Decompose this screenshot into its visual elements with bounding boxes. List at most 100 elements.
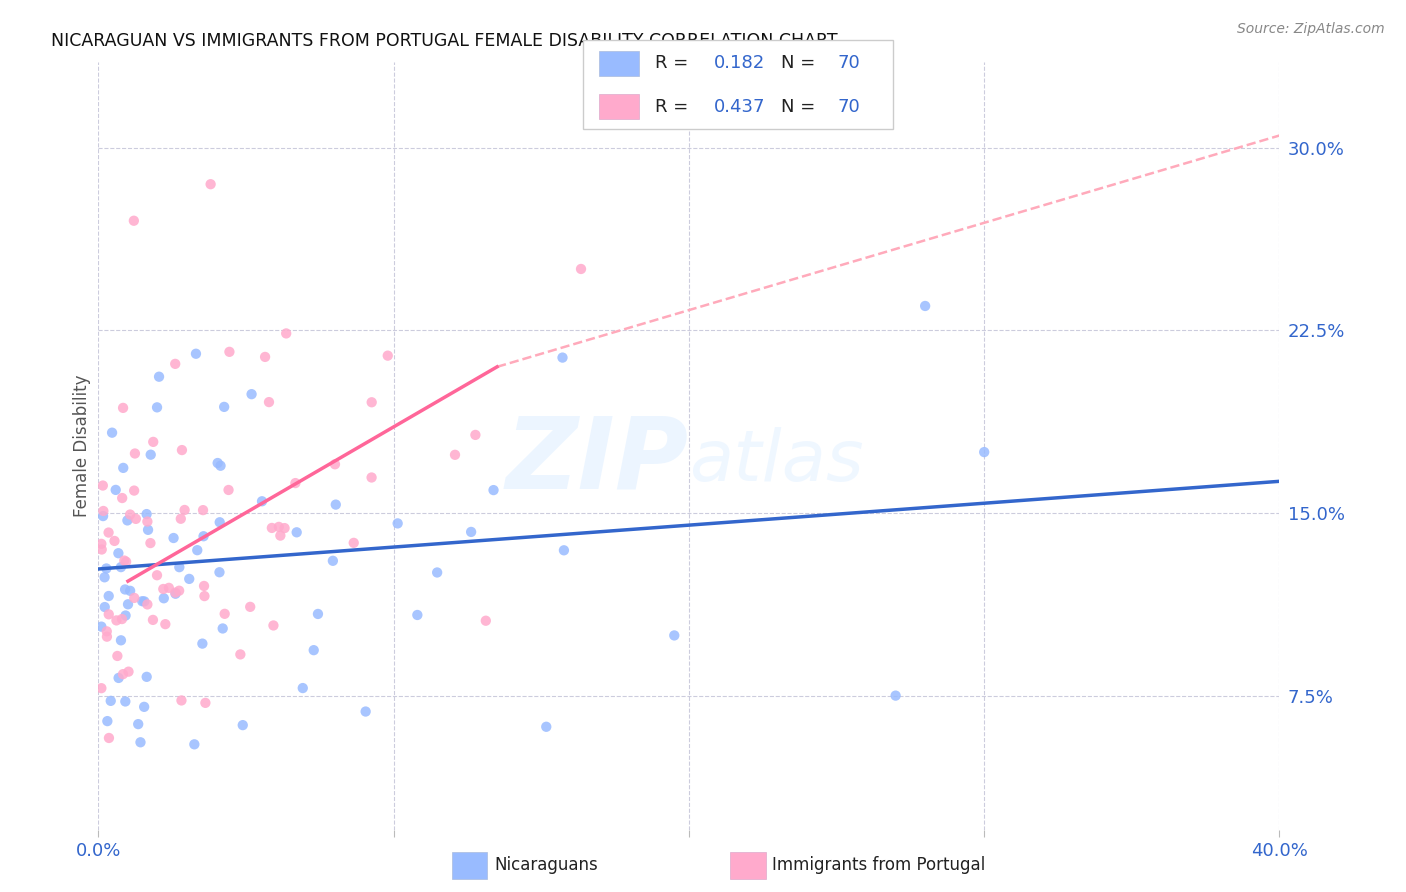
- Point: [107, 546, 129, 560]
- Point: [93, 570, 115, 584]
- Point: [214, 607, 236, 621]
- Point: [93, 600, 115, 615]
- Point: [325, 498, 347, 512]
- Point: [387, 516, 409, 531]
- Point: [973, 445, 995, 459]
- Point: [426, 566, 449, 580]
- Point: [194, 696, 217, 710]
- Point: [117, 513, 139, 527]
- Point: [536, 720, 558, 734]
- Text: Immigrants from Portugal: Immigrants from Portugal: [772, 856, 986, 874]
- Point: [170, 512, 193, 526]
- Point: [110, 633, 132, 648]
- Point: [101, 425, 124, 440]
- Point: [444, 448, 467, 462]
- Point: [153, 591, 176, 606]
- Point: [307, 607, 329, 621]
- Point: [460, 524, 482, 539]
- Point: [120, 583, 142, 598]
- Point: [135, 670, 157, 684]
- Point: [139, 448, 162, 462]
- Point: [90, 537, 112, 551]
- Point: [136, 523, 159, 537]
- Point: [914, 299, 936, 313]
- Point: [152, 582, 174, 596]
- Point: [232, 718, 254, 732]
- Point: [124, 446, 146, 460]
- Point: [285, 525, 308, 540]
- Point: [569, 262, 592, 277]
- Point: [111, 612, 134, 626]
- Y-axis label: Female Disability: Female Disability: [73, 375, 91, 517]
- Point: [114, 582, 136, 597]
- Point: [90, 542, 112, 557]
- Point: [142, 434, 165, 449]
- Point: [169, 560, 191, 574]
- Point: [179, 572, 201, 586]
- Point: [136, 515, 159, 529]
- Point: [90, 620, 112, 634]
- Point: [269, 528, 291, 542]
- Point: [117, 665, 139, 679]
- Point: [184, 347, 207, 361]
- Point: [93, 504, 115, 518]
- Point: [155, 617, 177, 632]
- Point: [146, 568, 169, 582]
- Point: [191, 637, 214, 651]
- Point: [260, 521, 283, 535]
- Point: [212, 400, 235, 414]
- Point: [884, 689, 907, 703]
- Text: Source: ZipAtlas.com: Source: ZipAtlas.com: [1237, 22, 1385, 37]
- Text: R =: R =: [655, 97, 693, 116]
- Point: [229, 648, 252, 662]
- Point: [218, 483, 240, 497]
- Point: [322, 554, 344, 568]
- Point: [111, 491, 134, 505]
- Point: [257, 395, 280, 409]
- Point: [208, 516, 231, 530]
- Point: [291, 681, 314, 695]
- Point: [173, 503, 195, 517]
- Point: [207, 456, 229, 470]
- Point: [170, 443, 193, 458]
- Point: [551, 351, 574, 365]
- Point: [193, 589, 215, 603]
- Point: [131, 594, 153, 608]
- Point: [120, 508, 142, 522]
- Text: atlas: atlas: [689, 427, 863, 496]
- Point: [129, 735, 152, 749]
- Point: [208, 566, 231, 580]
- Point: [165, 357, 187, 371]
- Point: [165, 587, 187, 601]
- Point: [323, 457, 346, 471]
- Text: N =: N =: [782, 97, 821, 116]
- Point: [218, 344, 240, 359]
- Point: [112, 461, 135, 475]
- Point: [136, 598, 159, 612]
- Point: [250, 494, 273, 508]
- Point: [148, 369, 170, 384]
- Text: 0.437: 0.437: [713, 97, 765, 116]
- Point: [377, 349, 399, 363]
- Point: [167, 583, 190, 598]
- Point: [134, 699, 156, 714]
- Point: [105, 614, 128, 628]
- Point: [482, 483, 505, 497]
- Point: [122, 213, 145, 227]
- FancyBboxPatch shape: [583, 40, 893, 129]
- Point: [343, 536, 366, 550]
- Point: [100, 694, 122, 708]
- Point: [664, 628, 686, 642]
- Point: [91, 509, 114, 524]
- Point: [273, 521, 295, 535]
- Point: [142, 613, 165, 627]
- Point: [354, 705, 377, 719]
- Point: [276, 326, 298, 341]
- Point: [114, 694, 136, 708]
- Point: [553, 543, 575, 558]
- Point: [162, 531, 184, 545]
- Text: 70: 70: [837, 54, 860, 72]
- Point: [302, 643, 325, 657]
- Point: [97, 525, 120, 540]
- Point: [122, 591, 145, 605]
